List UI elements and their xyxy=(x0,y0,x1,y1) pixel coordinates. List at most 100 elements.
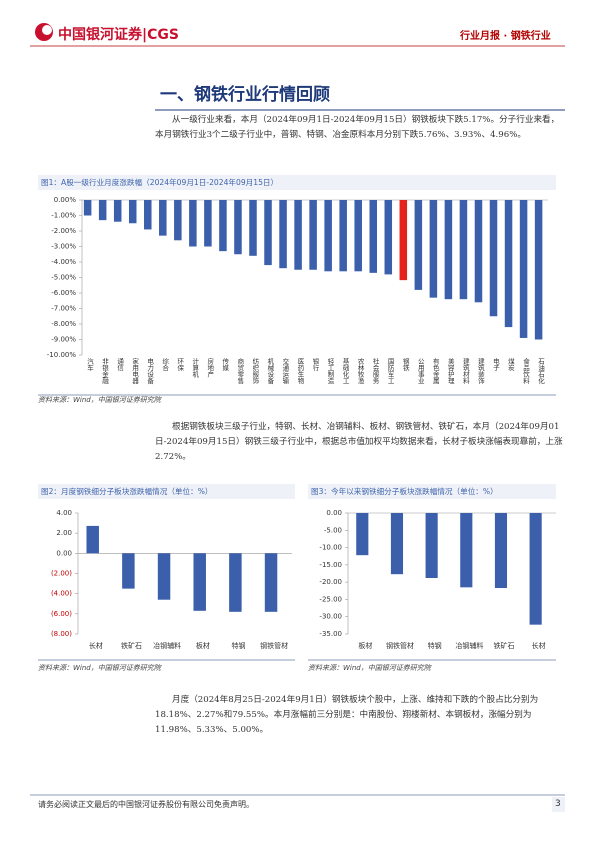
bar xyxy=(474,200,483,303)
report-type: 行业月报 · 钢铁行业 xyxy=(460,31,551,42)
x-tick-label: 通信 xyxy=(116,357,124,373)
figure-title: 图2：月度钢铁细分子板块涨跌幅情况（单位：%） xyxy=(38,484,295,499)
paragraph: 月度（2024年8月25日-2024年9月1日）钢铁板块个股中，上涨、维持和下跌… xyxy=(155,695,539,735)
y-tick-label: (8.00) xyxy=(51,630,72,638)
y-tick-label: -35.00 xyxy=(319,630,342,638)
x-tick-label: 特钢 xyxy=(232,641,246,650)
x-tick-label: 建筑材料 xyxy=(461,357,469,386)
bar xyxy=(234,200,242,255)
bar xyxy=(157,553,171,600)
bar xyxy=(159,200,167,236)
y-tick-label: -25.00 xyxy=(319,595,342,603)
page-number: 3 xyxy=(555,799,561,809)
x-tick-label: 社会服务 xyxy=(371,357,379,386)
x-tick-label: 铁矿石 xyxy=(121,641,142,650)
bar xyxy=(390,513,404,575)
x-tick-label: 农林牧渔 xyxy=(356,357,364,386)
x-tick-label: 交通运输 xyxy=(281,357,289,386)
y-tick-label: -3.00% xyxy=(51,243,76,251)
x-tick-label: 冶钢辅料 xyxy=(153,641,181,650)
x-tick-label: 铁矿石 xyxy=(494,641,515,650)
figure-title: 图3：今年以来钢铁细分子板块涨跌幅情况（单位：%） xyxy=(308,484,556,499)
paragraph: 从一级行业来看，本月（2024年09月1日-2024年09月15日）钢铁板块下跌… xyxy=(155,115,560,140)
y-tick-label: -5.00% xyxy=(51,274,76,282)
bar xyxy=(122,553,135,589)
bar xyxy=(219,200,227,252)
y-tick-label: -7.00% xyxy=(51,305,76,313)
y-tick-label: -1.00% xyxy=(51,212,76,220)
x-tick-label: 计算机 xyxy=(191,357,199,379)
x-tick-label: 电子 xyxy=(491,357,499,372)
bar xyxy=(384,200,393,275)
x-tick-label: 钢铁管材 xyxy=(386,641,414,650)
x-tick-label: 长材 xyxy=(532,641,546,650)
bar xyxy=(529,513,542,625)
y-tick-label: (2.00) xyxy=(51,570,72,578)
x-tick-label: 纺织服饰 xyxy=(251,357,259,386)
x-tick-label: 板材 xyxy=(358,641,372,650)
y-tick-label: -10.00% xyxy=(47,351,77,359)
bar xyxy=(425,513,438,578)
x-tick-label: 钢铁 xyxy=(401,358,409,373)
x-tick-label: 家用电器 xyxy=(131,357,139,386)
y-tick-label: -6.00% xyxy=(51,289,76,297)
y-tick-label: 0.00% xyxy=(54,196,77,204)
x-tick-label: 钢铁管材 xyxy=(260,641,288,650)
x-tick-label: 房地产 xyxy=(206,357,214,379)
bar xyxy=(294,200,302,270)
x-tick-label: 特钢 xyxy=(428,641,442,650)
x-tick-label: 冶钢辅料 xyxy=(455,641,483,650)
bar xyxy=(339,200,347,272)
x-tick-label: 有色金属 xyxy=(431,357,439,386)
bar xyxy=(264,553,278,612)
bar xyxy=(113,200,122,222)
source: 资料来源：Wind，中国银河证券研究院 xyxy=(38,396,161,404)
x-tick-label: 基础化工 xyxy=(341,357,349,385)
x-tick-label: 国防军工 xyxy=(386,358,394,385)
bar xyxy=(460,513,473,588)
disclaimer: 请务必阅读正文最后的中国银河证券股份有限公司免责声明。 xyxy=(38,800,254,809)
bar xyxy=(489,200,498,317)
y-tick-label: -30.00 xyxy=(319,613,342,621)
bar xyxy=(189,200,197,247)
bar xyxy=(494,513,508,589)
y-tick-label: -4.00% xyxy=(51,258,76,266)
bar xyxy=(98,200,107,221)
y-tick-label: 4.00 xyxy=(56,509,72,517)
bar xyxy=(83,200,92,216)
bar xyxy=(534,200,543,340)
source: 资料来源：Wind，中国银河证券研究院 xyxy=(308,664,431,672)
x-tick-label: 商贸零售 xyxy=(236,357,244,386)
bar xyxy=(459,200,468,300)
x-tick-label: 石油石化 xyxy=(536,358,544,386)
y-tick-label: 2.00 xyxy=(56,529,72,537)
bar xyxy=(128,200,137,224)
bar xyxy=(144,200,152,230)
bar xyxy=(444,200,453,300)
x-tick-label: 银行 xyxy=(311,357,319,373)
bar xyxy=(414,200,423,290)
y-tick-label: 0.00 xyxy=(326,509,342,517)
x-tick-label: 综合 xyxy=(161,357,169,373)
y-tick-label: -15.00 xyxy=(319,561,342,569)
source: 资料来源：Wind，中国银河证券研究院 xyxy=(38,664,161,672)
bar xyxy=(356,513,369,556)
bar xyxy=(504,200,513,328)
bar xyxy=(309,200,317,270)
figure-title: 图1：A股一级行业月度涨跌幅（2024年09月1日-2024年09月15日） xyxy=(38,175,556,190)
y-tick-label: -20.00 xyxy=(319,578,342,586)
x-tick-label: 医药生物 xyxy=(296,358,304,386)
bar xyxy=(264,200,272,266)
x-tick-label: 轻工制造 xyxy=(326,357,334,386)
y-tick-label: 0.00 xyxy=(56,549,72,557)
y-tick-label: (4.00) xyxy=(51,590,72,598)
bar xyxy=(249,200,257,256)
x-tick-label: 煤炭 xyxy=(506,357,514,373)
y-tick-label: -8.00% xyxy=(51,320,76,328)
paragraph: 根据钢铁板块三级子行业，特钢、长材、冶钢辅料、板材、钢铁管材、铁矿石，本月（20… xyxy=(155,422,563,462)
x-tick-label: 建筑装饰 xyxy=(476,357,484,386)
x-tick-label: 食品饮料 xyxy=(521,357,529,386)
y-tick-label: -9.00% xyxy=(51,336,76,344)
